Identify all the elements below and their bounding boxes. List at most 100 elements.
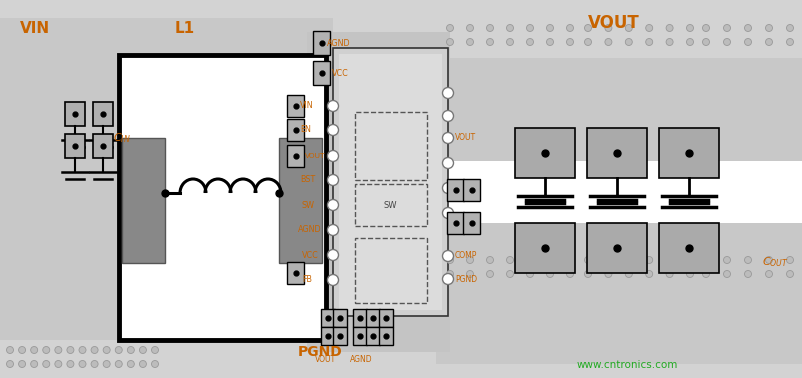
Circle shape [446, 39, 453, 45]
Text: VCC: VCC [302, 251, 318, 260]
Circle shape [666, 257, 672, 263]
Circle shape [327, 225, 338, 235]
Circle shape [327, 274, 338, 285]
Circle shape [625, 39, 631, 45]
Circle shape [785, 271, 792, 277]
Circle shape [327, 175, 338, 186]
Circle shape [686, 257, 693, 263]
Text: VOUT: VOUT [455, 133, 476, 143]
Circle shape [442, 183, 453, 194]
Text: $C_{IN}$: $C_{IN}$ [113, 131, 131, 145]
Bar [354, 184, 427, 226]
Circle shape [526, 39, 533, 45]
Circle shape [486, 257, 493, 263]
Circle shape [743, 257, 751, 263]
Circle shape [140, 347, 146, 353]
Circle shape [115, 361, 122, 367]
Circle shape [442, 251, 453, 262]
Circle shape [442, 133, 453, 144]
Circle shape [686, 39, 693, 45]
Circle shape [723, 271, 730, 277]
Circle shape [743, 271, 751, 277]
Text: VCC: VCC [331, 68, 348, 77]
Bar [447, 179, 464, 201]
Bar [65, 134, 85, 158]
Circle shape [625, 25, 631, 31]
Text: AGND: AGND [350, 355, 372, 364]
Circle shape [546, 39, 553, 45]
Bar [379, 309, 392, 327]
Circle shape [91, 361, 98, 367]
Bar [287, 119, 304, 141]
Circle shape [466, 271, 473, 277]
Circle shape [702, 25, 709, 31]
Bar [354, 112, 427, 180]
Bar [93, 102, 113, 126]
Circle shape [55, 361, 62, 367]
Circle shape [55, 347, 62, 353]
Bar [122, 138, 164, 263]
Circle shape [743, 25, 751, 31]
Circle shape [103, 347, 110, 353]
Bar [313, 31, 330, 55]
Circle shape [584, 25, 591, 31]
Circle shape [79, 347, 86, 353]
Bar [658, 223, 718, 273]
Bar [321, 327, 334, 345]
Circle shape [67, 361, 74, 367]
Circle shape [128, 361, 134, 367]
Text: EN: EN [300, 125, 310, 135]
Circle shape [785, 257, 792, 263]
Circle shape [446, 271, 453, 277]
Bar [65, 102, 85, 126]
Circle shape [79, 361, 86, 367]
Circle shape [645, 39, 652, 45]
Circle shape [506, 257, 512, 263]
Bar [353, 327, 367, 345]
Bar [463, 212, 480, 234]
Bar [333, 48, 448, 316]
Bar [93, 134, 113, 158]
Bar [0, 18, 333, 340]
Bar [586, 128, 646, 178]
Circle shape [565, 257, 573, 263]
Bar [514, 128, 574, 178]
Text: AGND: AGND [298, 226, 322, 234]
Circle shape [327, 124, 338, 135]
Bar [287, 95, 304, 117]
Circle shape [702, 39, 709, 45]
Bar [353, 309, 367, 327]
Bar [586, 223, 646, 273]
Bar [321, 309, 334, 327]
Circle shape [686, 271, 693, 277]
Circle shape [645, 257, 652, 263]
Text: PGND: PGND [455, 274, 476, 284]
Circle shape [764, 25, 772, 31]
Circle shape [702, 271, 709, 277]
Circle shape [18, 361, 26, 367]
Circle shape [6, 347, 14, 353]
Text: L1: L1 [175, 21, 195, 36]
Circle shape [466, 25, 473, 31]
Circle shape [466, 39, 473, 45]
Circle shape [43, 347, 50, 353]
Circle shape [442, 87, 453, 99]
Text: AGND: AGND [326, 39, 350, 48]
Circle shape [584, 39, 591, 45]
Circle shape [565, 271, 573, 277]
Text: BST: BST [300, 175, 315, 184]
Bar [447, 212, 464, 234]
Text: www.cntronics.com: www.cntronics.com [577, 360, 678, 370]
Bar [354, 238, 427, 303]
Circle shape [764, 39, 772, 45]
Bar [435, 161, 802, 223]
Circle shape [442, 274, 453, 285]
Text: SW: SW [302, 200, 314, 209]
Bar [379, 327, 392, 345]
Circle shape [565, 39, 573, 45]
Circle shape [506, 271, 512, 277]
Text: VOUT: VOUT [587, 14, 639, 32]
Text: FB: FB [302, 276, 312, 285]
Bar [306, 32, 449, 352]
Circle shape [764, 257, 772, 263]
